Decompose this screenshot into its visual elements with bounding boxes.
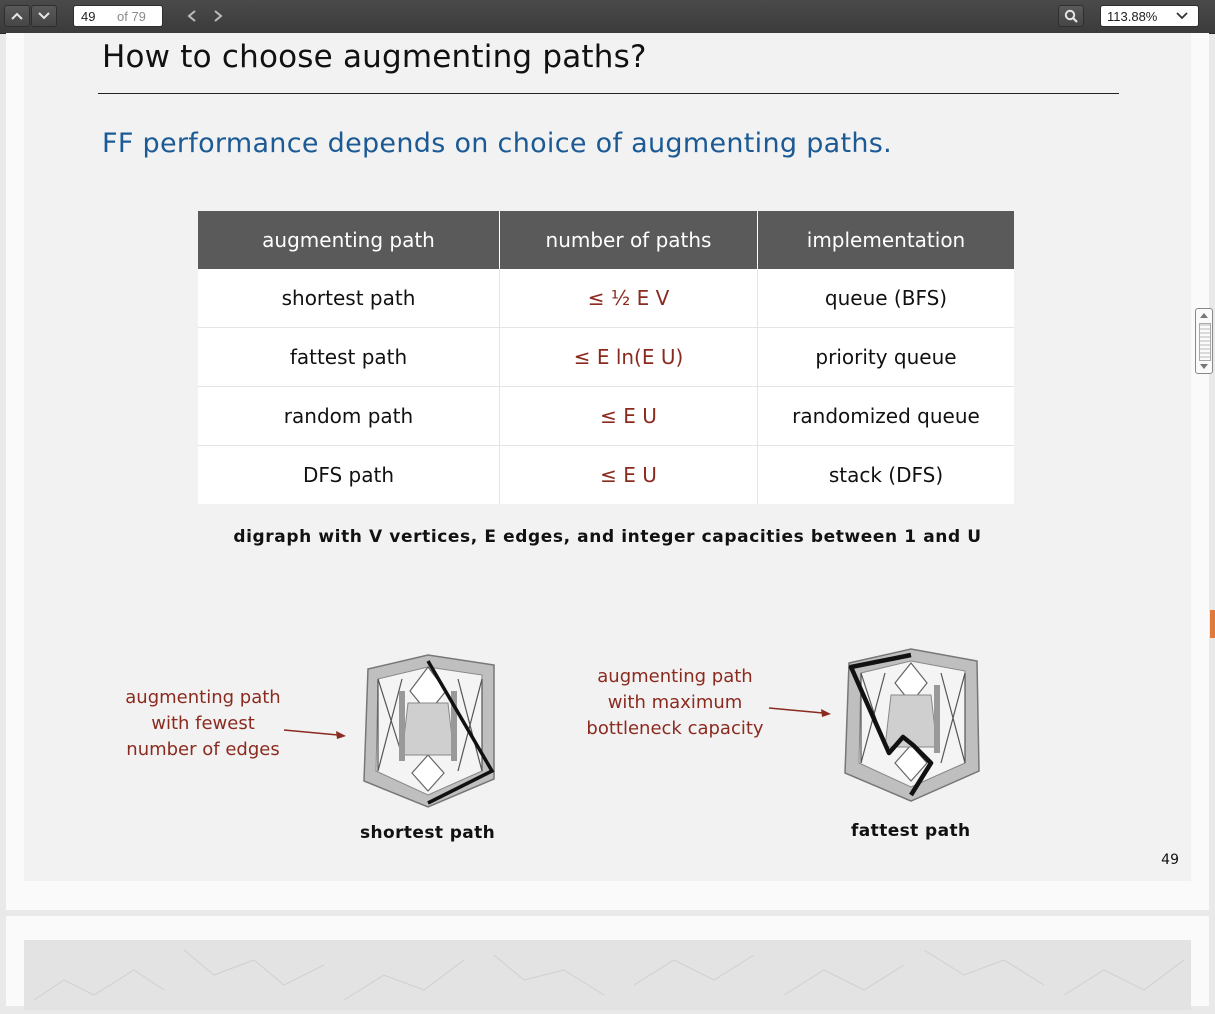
annotation-line: with maximum [607, 692, 743, 713]
right-arrow-icon [768, 707, 831, 717]
previous-page-button[interactable] [4, 5, 30, 27]
bound-cell: ≤ E U [499, 445, 758, 504]
scroll-down-icon[interactable] [1200, 364, 1208, 369]
pdf-page: How to choose augmenting paths? FF perfo… [6, 33, 1209, 910]
table-row: fattest path ≤ E ln(E U) priority queue [198, 327, 1014, 387]
shortest-path-label: shortest path [360, 823, 496, 843]
next-slide-preview [24, 940, 1191, 1010]
augmenting-path [848, 652, 934, 797]
impl-cell: randomized queue [757, 386, 1014, 446]
impl-cell: queue (BFS) [757, 269, 1014, 328]
chevron-down-icon [38, 12, 50, 20]
graph-edges [844, 648, 980, 802]
impl-cell: priority queue [757, 327, 1014, 387]
crack-pattern-decoration [33, 949, 1185, 1001]
header-implementation: implementation [757, 211, 1014, 269]
annotation-line: number of edges [126, 739, 280, 760]
table-row: random path ≤ E U randomized queue [198, 386, 1014, 446]
forward-button[interactable] [206, 5, 230, 27]
slide-page-number: 49 [1161, 852, 1179, 868]
path-cell: fattest path [198, 327, 500, 387]
title-divider [98, 93, 1119, 94]
zoom-select[interactable]: 113.88% [1100, 5, 1199, 27]
next-page-button[interactable] [31, 5, 57, 27]
chevron-up-icon [11, 12, 23, 20]
bound-cell: ≤ E U [499, 386, 758, 446]
zoom-value: 113.88% [1107, 9, 1158, 24]
path-cell: DFS path [198, 445, 500, 504]
table-row: shortest path ≤ ½ E V queue (BFS) [198, 269, 1014, 328]
right-annotation: augmenting path with maximum bottleneck … [586, 664, 764, 742]
performance-table: augmenting path number of paths implemen… [198, 211, 1014, 504]
page-number-input[interactable]: 49 of 79 [73, 5, 163, 27]
table-header-row: augmenting path number of paths implemen… [198, 211, 1014, 269]
scrollbar[interactable] [1195, 308, 1213, 374]
scrollbar-thumb[interactable] [1199, 323, 1211, 361]
header-number-of-paths: number of paths [499, 211, 758, 269]
slide: How to choose augmenting paths? FF perfo… [24, 33, 1191, 881]
chevron-down-icon [1176, 12, 1188, 20]
annotation-line: with fewest [151, 713, 255, 734]
header-augmenting-path: augmenting path [198, 211, 500, 269]
left-arrow-icon [283, 729, 346, 739]
augmenting-path [426, 660, 495, 805]
pdf-toolbar: 49 of 79 113.88% [0, 0, 1215, 34]
search-icon [1064, 9, 1078, 23]
back-button[interactable] [180, 5, 204, 27]
scroll-up-icon[interactable] [1200, 313, 1208, 318]
fattest-path-label: fattest path [851, 821, 971, 841]
annotation-line: augmenting path [125, 687, 281, 708]
path-cell: random path [198, 386, 500, 446]
bound-cell: ≤ E ln(E U) [499, 327, 758, 387]
slide-title: How to choose augmenting paths? [102, 39, 647, 75]
left-annotation: augmenting path with fewest number of ed… [114, 685, 292, 763]
annotation-line: bottleneck capacity [586, 718, 764, 739]
current-page: 49 [81, 9, 96, 24]
shortest-path-graph [363, 654, 495, 808]
impl-cell: stack (DFS) [828, 463, 944, 487]
table-caption: digraph with V vertices, E edges, and in… [233, 527, 982, 547]
annotation-line: augmenting path [597, 666, 753, 687]
next-pdf-page [6, 916, 1209, 1010]
graph-edges [363, 654, 495, 808]
fattest-path-graph [844, 648, 980, 802]
table-row: DFS path ≤ E U stack (DFS) [198, 445, 1014, 504]
slide-subtitle: FF performance depends on choice of augm… [102, 128, 893, 159]
search-button[interactable] [1058, 5, 1084, 27]
page-count: of 79 [117, 9, 146, 24]
scroll-position-marker [1210, 610, 1215, 638]
path-cell: shortest path [198, 269, 500, 328]
bound-cell: ≤ ½ E V [499, 269, 758, 328]
chevron-right-icon [214, 10, 223, 22]
chevron-left-icon [187, 10, 196, 22]
